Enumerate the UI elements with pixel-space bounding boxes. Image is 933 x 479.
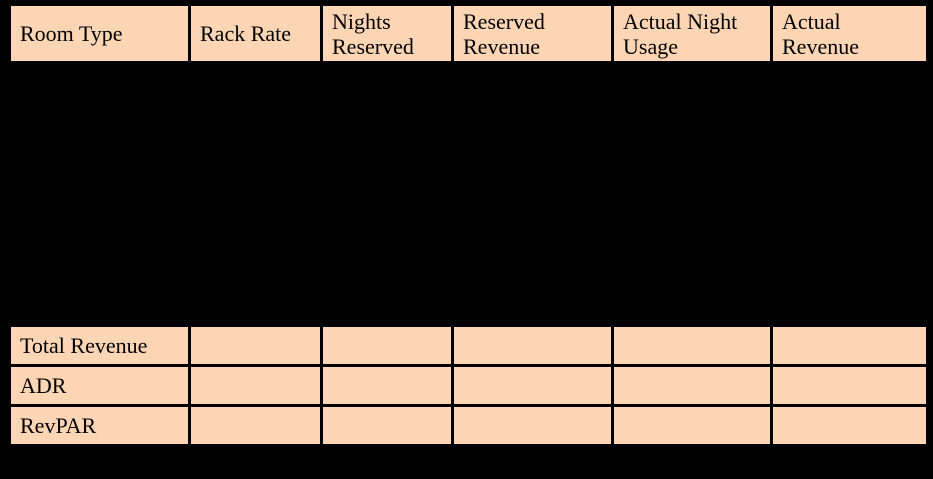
revenue-table: Room Type Rack Rate Nights Reserved Rese…: [8, 3, 929, 447]
empty-cell: [320, 404, 454, 447]
col-header-actual-revenue: Actual Revenue: [770, 3, 929, 64]
header-row: Room Type Rack Rate Nights Reserved Rese…: [8, 3, 929, 64]
summary-row-total-revenue: Total Revenue: [8, 324, 929, 367]
col-header-actual-night-usage: Actual Night Usage: [611, 3, 773, 64]
col-header-nights-reserved: Nights Reserved: [320, 3, 454, 64]
empty-cell: [770, 324, 929, 367]
empty-cell: [451, 364, 614, 407]
empty-cell: [188, 324, 323, 367]
empty-cell: [320, 324, 454, 367]
col-header-rack-rate: Rack Rate: [188, 3, 323, 64]
col-header-reserved-revenue: Reserved Revenue: [451, 3, 614, 64]
empty-cell: [611, 324, 773, 367]
row-label-adr: ADR: [8, 364, 191, 407]
empty-cell: [611, 364, 773, 407]
row-label-total-revenue: Total Revenue: [8, 324, 191, 367]
col-header-room-type: Room Type: [8, 3, 191, 64]
summary-row-adr: ADR: [8, 364, 929, 407]
empty-cell: [320, 364, 454, 407]
empty-cell: [451, 404, 614, 447]
empty-cell: [770, 404, 929, 447]
empty-cell: [188, 404, 323, 447]
empty-cell: [451, 324, 614, 367]
empty-cell: [770, 364, 929, 407]
redacted-region: [8, 61, 929, 327]
redacted-data-rows: [8, 61, 929, 327]
row-label-revpar: RevPAR: [8, 404, 191, 447]
empty-cell: [188, 364, 323, 407]
summary-row-revpar: RevPAR: [8, 404, 929, 447]
empty-cell: [611, 404, 773, 447]
